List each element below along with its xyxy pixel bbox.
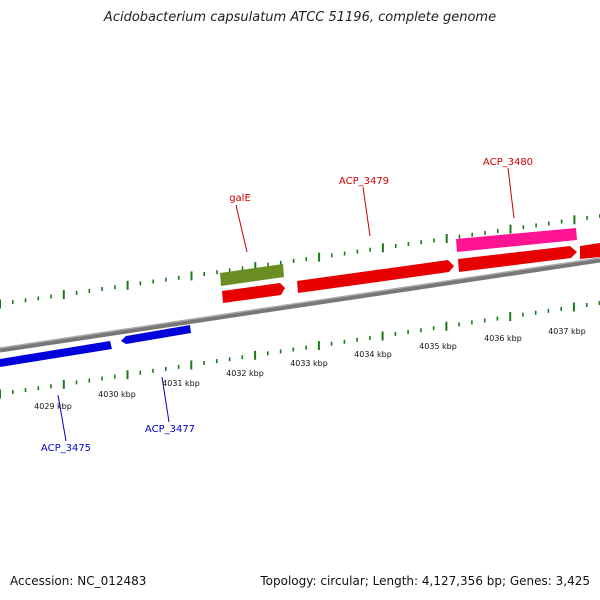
gale-leader-line [235, 204, 248, 253]
genome-backbone [0, 257, 600, 353]
acp3480-label[interactable]: ACP_3480 [483, 157, 533, 168]
gene-acp3481[interactable] [458, 246, 577, 272]
scale-label: 4036 kbp [484, 334, 522, 343]
scale-label: 4031 kbp [162, 379, 200, 388]
gene-acp3475[interactable] [0, 341, 112, 367]
acp3480-leader-line [507, 167, 515, 219]
gene-gale[interactable] [220, 264, 284, 286]
gene-acp3478[interactable] [222, 283, 285, 303]
acp3475-label[interactable]: ACP_3475 [41, 443, 91, 454]
gene-acp3477[interactable] [121, 325, 191, 344]
gale-label[interactable]: galE [229, 193, 251, 204]
acp3479-leader-line [362, 186, 371, 237]
gene-acp3480[interactable] [456, 228, 577, 252]
scale-label: 4034 kbp [354, 350, 392, 359]
scale-label: 4037 kbp [548, 327, 586, 336]
upper-tick-track [0, 214, 600, 309]
map-title: Acidobacterium capsulatum ATCC 51196, co… [103, 10, 497, 25]
gene-acp3482[interactable] [580, 243, 600, 259]
gene-acp3479[interactable] [297, 260, 454, 293]
scale-label: 4035 kbp [419, 342, 457, 351]
acp3477-leader-line [161, 376, 170, 423]
acp3475-leader-line [57, 394, 67, 442]
scale-label: 4033 kbp [290, 359, 328, 368]
acp3477-label[interactable]: ACP_3477 [145, 424, 195, 435]
topology-label: Topology: circular; Length: 4,127,356 bp… [260, 574, 590, 588]
scale-label: 4030 kbp [98, 390, 136, 399]
acp3479-label[interactable]: ACP_3479 [339, 176, 389, 187]
scale-label: 4029 kbp [34, 402, 72, 411]
genome-backbone-highlight [0, 257, 600, 349]
accession-label: Accession: NC_012483 [10, 574, 147, 588]
scale-label: 4032 kbp [226, 369, 264, 378]
lower-tick-track [0, 301, 600, 399]
